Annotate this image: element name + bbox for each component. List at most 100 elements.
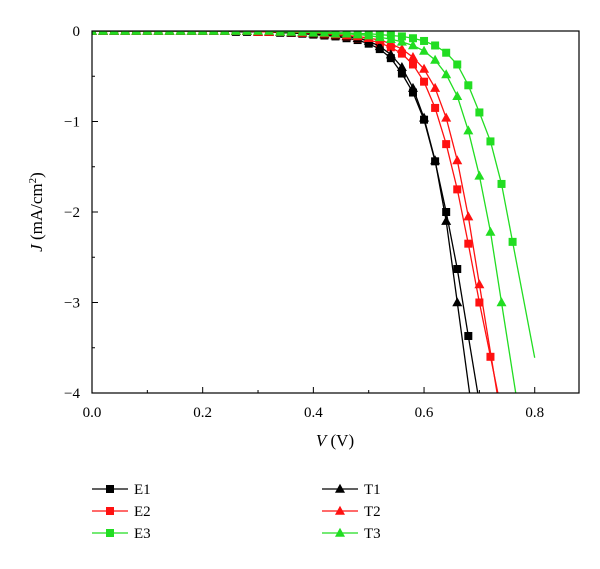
data-point-t3 [164, 31, 175, 35]
data-point-t1 [396, 62, 407, 71]
data-point-e3 [408, 34, 417, 43]
data-point-t3 [308, 31, 319, 37]
x-tick-label: 0.8 [525, 405, 544, 421]
data-point-t3 [142, 31, 153, 35]
data-point-t2 [385, 38, 396, 48]
data-point-t3 [441, 69, 452, 79]
data-point-t3 [109, 31, 120, 35]
data-point-e2 [408, 60, 417, 69]
x-axis-label: V (V) [316, 431, 354, 450]
data-point-e3 [442, 48, 451, 57]
series-line-t2 [92, 31, 498, 393]
series-t3 [92, 31, 517, 393]
x-tick-label: 0.4 [304, 405, 323, 421]
data-point-t1 [452, 297, 463, 307]
x-tick-label: 0.0 [83, 405, 102, 421]
data-point-t3 [264, 31, 275, 35]
data-point-t3 [186, 31, 197, 35]
data-point-t3 [430, 54, 441, 64]
legend: E1 E2 E3 T1 T2 T3 [92, 482, 381, 542]
data-point-t2 [407, 52, 418, 62]
series-line-e3 [92, 31, 536, 358]
legend-label: T1 [364, 482, 381, 498]
data-point-t3 [407, 40, 418, 50]
data-point-t1 [430, 155, 441, 165]
data-point-t3 [241, 31, 252, 35]
legend-label: E2 [134, 504, 151, 520]
y-tick-label: 0 [73, 24, 81, 40]
y-tick-label: −4 [64, 386, 80, 402]
data-point-t2 [441, 112, 452, 122]
data-point-t1 [407, 82, 418, 92]
data-point-t1 [419, 112, 430, 122]
data-point-e1 [397, 69, 406, 78]
legend-marker [106, 529, 114, 537]
data-point-e2 [420, 77, 429, 86]
series-line-t1 [92, 31, 471, 393]
series-e1 [92, 31, 479, 393]
y-tick-label: −3 [64, 296, 80, 312]
data-point-t1 [441, 215, 452, 225]
data-point-t3 [92, 31, 97, 35]
legend-item-e3: E3 [92, 526, 151, 542]
data-point-e1 [453, 265, 462, 274]
data-point-t3 [485, 226, 496, 236]
data-point-e1 [442, 208, 451, 216]
plot-frame [91, 30, 580, 394]
data-point-t3 [208, 31, 219, 35]
series-line-t3 [92, 31, 517, 393]
data-point-t2 [419, 63, 430, 73]
data-point-e3 [453, 60, 462, 69]
legend-item-e2: E2 [92, 504, 151, 520]
series-e3 [92, 31, 536, 358]
y-axis-ticks: 0 −1 −2 −3 −4 [64, 24, 98, 402]
data-point-t3 [153, 31, 164, 35]
legend-label: E3 [134, 526, 151, 542]
data-point-e2 [431, 103, 440, 112]
data-point-t3 [98, 31, 109, 35]
data-point-t3 [219, 31, 230, 35]
legend-item-e1: E1 [92, 482, 151, 498]
data-point-t3 [286, 31, 297, 36]
data-point-e2 [397, 49, 406, 58]
data-point-t3 [452, 90, 463, 100]
legend-label: T3 [364, 526, 381, 542]
x-tick-label: 0.6 [415, 405, 434, 421]
data-point-t2 [474, 279, 485, 289]
x-axis-ticks: 0.0 0.2 0.4 0.6 0.8 [83, 387, 544, 421]
series-e2 [92, 31, 499, 393]
data-point-t3 [230, 31, 241, 35]
data-point-t3 [131, 31, 142, 35]
data-point-t3 [120, 31, 131, 35]
data-point-e1 [464, 331, 473, 340]
data-point-t3 [341, 31, 352, 38]
legend-item-t3: T3 [322, 526, 381, 542]
data-point-t3 [297, 31, 308, 36]
data-point-e2 [486, 352, 495, 361]
data-point-e3 [486, 137, 495, 146]
series-t2 [92, 31, 498, 393]
data-point-e2 [475, 298, 484, 307]
data-point-e3 [397, 32, 406, 41]
data-point-t1 [374, 41, 385, 51]
data-point-e1 [408, 88, 417, 97]
data-point-t3 [319, 31, 330, 37]
data-point-t3 [352, 31, 363, 39]
legend-marker [335, 483, 345, 493]
data-point-t3 [275, 31, 286, 36]
data-point-e3 [497, 179, 506, 188]
series-layer [92, 31, 536, 393]
data-point-e3 [508, 237, 517, 246]
legend-marker [335, 527, 345, 537]
data-point-t3 [330, 31, 341, 38]
data-point-t2 [463, 211, 474, 221]
data-point-t3 [253, 31, 264, 35]
data-point-e2 [453, 185, 462, 194]
series-t1 [92, 31, 471, 393]
data-point-t2 [396, 43, 407, 53]
legend-item-t1: T1 [322, 482, 381, 498]
y-axis-label: J (mA/cm2) [27, 172, 46, 252]
data-point-t3 [175, 31, 186, 35]
y-tick-label: −2 [64, 205, 80, 221]
